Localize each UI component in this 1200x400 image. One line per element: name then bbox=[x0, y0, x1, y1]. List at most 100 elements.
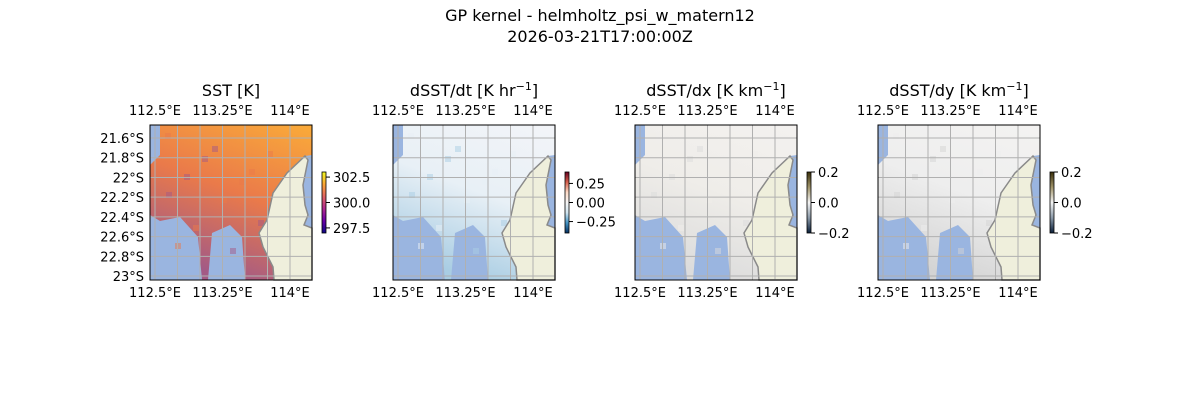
lat-tick-label: 21.8°S bbox=[100, 152, 144, 167]
colorbar-tick-label: 0.2 bbox=[818, 166, 839, 181]
data-cell bbox=[752, 151, 758, 157]
map-panel-4: dSST/dy [K km−1] 112.5°E 112.5°E 113.25°E 11… bbox=[857, 80, 1093, 301]
data-cell bbox=[510, 151, 516, 157]
data-cell bbox=[940, 146, 946, 152]
data-cell bbox=[473, 248, 479, 254]
panel-title-text: dSST/dy [K km bbox=[889, 81, 1006, 100]
map-panel-1: SST [K] 112.5°E 112.5°E 113.25°E 113.25°E 114… bbox=[100, 81, 370, 301]
data-cell bbox=[715, 248, 721, 254]
data-cell bbox=[258, 220, 264, 226]
colorbar-tick-label: 0.2 bbox=[1061, 166, 1082, 181]
panel-title-exponent: −1 bbox=[516, 80, 532, 93]
data-cell bbox=[249, 169, 255, 175]
data-cell bbox=[212, 146, 218, 152]
lon-tick-label-top: 112.5°E bbox=[614, 104, 666, 119]
figure-timestamp: 2026-03-21T17:00:00Z bbox=[507, 27, 693, 46]
data-cell bbox=[650, 133, 656, 139]
lon-tick-label-top: 114°E bbox=[270, 104, 310, 119]
data-cell bbox=[455, 146, 461, 152]
data-cell bbox=[408, 133, 414, 139]
panel-title-suffix: ] bbox=[532, 81, 538, 100]
panel-title-suffix: ] bbox=[1022, 81, 1028, 100]
colorbar-2: 0.25 0.00 −0.25 bbox=[564, 171, 616, 234]
data-cell bbox=[894, 192, 900, 198]
colorbar-bar bbox=[564, 171, 570, 234]
lon-tick-label-bottom: 113.25°E bbox=[920, 286, 980, 301]
lon-tick-label-top: 114°E bbox=[513, 104, 553, 119]
panel-title-suffix: ] bbox=[779, 81, 785, 100]
lon-tick-label-bottom: 112.5°E bbox=[129, 286, 181, 301]
data-cell bbox=[492, 169, 498, 175]
lon-tick-label-top: 112.5°E bbox=[857, 104, 909, 119]
colorbar-4: 0.2 0.0 −0.2 bbox=[1049, 166, 1093, 242]
lon-tick-label-bottom: 113.25°E bbox=[435, 286, 495, 301]
lon-tick-label-bottom: 114°E bbox=[998, 286, 1038, 301]
lon-tick-label-top: 113.25°E bbox=[677, 104, 737, 119]
colorbar-tick-label: 297.5 bbox=[333, 222, 370, 237]
panel-title: SST [K] bbox=[202, 81, 260, 100]
lon-tick-label-top: 113.25°E bbox=[192, 104, 252, 119]
panel-title-exponent: −1 bbox=[1006, 80, 1022, 93]
data-cell bbox=[687, 156, 693, 162]
panel-title: dSST/dx [K km−1] bbox=[646, 80, 785, 100]
panel-title-exponent: −1 bbox=[763, 80, 779, 93]
data-cell bbox=[724, 179, 730, 185]
data-cell bbox=[445, 156, 451, 162]
lon-tick-label-bottom: 112.5°E bbox=[614, 286, 666, 301]
map-frame bbox=[392, 124, 556, 281]
data-cell bbox=[893, 133, 899, 139]
lon-tick-label-bottom: 114°E bbox=[513, 286, 553, 301]
colorbar-bar bbox=[806, 171, 812, 234]
colorbar-bar bbox=[1049, 171, 1055, 234]
lat-tick-label: 23°S bbox=[113, 270, 144, 285]
colorbar-bar bbox=[321, 171, 327, 234]
map-panel-3: dSST/dx [K km−1] 112.5°E 112.5°E 113.25°E 11… bbox=[614, 80, 850, 301]
data-cell bbox=[202, 156, 208, 162]
panel-title-text: dSST/dt [K hr bbox=[410, 81, 516, 100]
data-cell bbox=[921, 225, 927, 231]
lat-tick-label: 22°S bbox=[113, 171, 144, 186]
data-cell bbox=[958, 248, 964, 254]
lon-tick-label-bottom: 112.5°E bbox=[372, 286, 424, 301]
colorbar-tick-label: 302.5 bbox=[333, 171, 370, 186]
data-cell bbox=[239, 179, 245, 185]
panel-title: dSST/dy [K km−1] bbox=[889, 80, 1028, 100]
data-cell bbox=[501, 220, 507, 226]
data-cell bbox=[734, 169, 740, 175]
colorbar-tick-label: −0.2 bbox=[1061, 227, 1093, 242]
lon-tick-label-top: 112.5°E bbox=[129, 104, 181, 119]
lat-tick-label: 22.8°S bbox=[100, 250, 144, 265]
data-cell bbox=[977, 169, 983, 175]
data-cell bbox=[678, 225, 684, 231]
lat-tick-label: 21.6°S bbox=[100, 132, 144, 147]
panel-title-text: SST [K] bbox=[202, 81, 260, 100]
map-panel-2: dSST/dt [K hr−1] 112.5°E 112.5°E 113.25°E 11… bbox=[372, 80, 616, 301]
data-cell bbox=[743, 220, 749, 226]
data-cell bbox=[230, 248, 236, 254]
data-cell bbox=[949, 197, 955, 203]
colorbar-1: 302.5 300.0 297.5 bbox=[321, 171, 370, 237]
data-cell bbox=[165, 133, 171, 139]
colorbar-3: 0.2 0.0 −0.2 bbox=[806, 166, 850, 242]
colorbar-tick-label: 300.0 bbox=[333, 197, 370, 212]
data-cell bbox=[651, 192, 657, 198]
data-cell bbox=[697, 146, 703, 152]
data-cell bbox=[930, 156, 936, 162]
lon-tick-label-top: 113.25°E bbox=[435, 104, 495, 119]
lon-tick-label-bottom: 113.25°E bbox=[192, 286, 252, 301]
data-cell bbox=[482, 179, 488, 185]
colorbar-tick-label: −0.25 bbox=[576, 216, 616, 231]
lat-tick-label: 22.6°S bbox=[100, 231, 144, 246]
data-cell bbox=[464, 197, 470, 203]
lon-tick-label-top: 114°E bbox=[755, 104, 795, 119]
colorbar-tick-label: 0.00 bbox=[576, 197, 605, 212]
data-cell bbox=[436, 225, 442, 231]
data-cell bbox=[409, 192, 415, 198]
lon-tick-label-top: 113.25°E bbox=[920, 104, 980, 119]
lat-tick-label: 22.4°S bbox=[100, 211, 144, 226]
lon-tick-label-top: 112.5°E bbox=[372, 104, 424, 119]
data-cell bbox=[986, 220, 992, 226]
colorbar-tick-label: 0.25 bbox=[576, 177, 605, 192]
data-cell bbox=[166, 192, 172, 198]
colorbar-tick-label: 0.0 bbox=[1061, 197, 1082, 212]
